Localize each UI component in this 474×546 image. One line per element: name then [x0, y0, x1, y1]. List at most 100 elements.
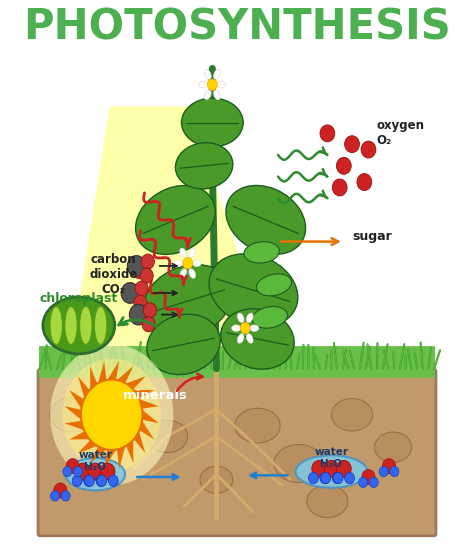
- Polygon shape: [98, 361, 106, 383]
- Circle shape: [88, 463, 103, 480]
- Circle shape: [345, 472, 355, 484]
- Text: sugar: sugar: [352, 230, 392, 242]
- Ellipse shape: [252, 306, 288, 328]
- Polygon shape: [69, 390, 84, 408]
- Circle shape: [383, 459, 396, 474]
- Ellipse shape: [244, 242, 279, 263]
- Polygon shape: [90, 447, 106, 464]
- Ellipse shape: [296, 455, 367, 488]
- Ellipse shape: [175, 143, 233, 189]
- Polygon shape: [126, 440, 133, 464]
- Circle shape: [141, 254, 155, 269]
- Circle shape: [320, 125, 335, 142]
- Circle shape: [208, 79, 217, 90]
- Ellipse shape: [237, 313, 244, 323]
- Text: water
H₂O: water H₂O: [314, 447, 348, 469]
- Circle shape: [321, 472, 331, 484]
- Ellipse shape: [232, 325, 241, 331]
- Ellipse shape: [213, 90, 220, 100]
- Ellipse shape: [65, 306, 77, 345]
- Ellipse shape: [65, 458, 125, 490]
- Circle shape: [63, 358, 161, 471]
- Ellipse shape: [331, 399, 373, 431]
- Circle shape: [357, 174, 372, 191]
- Ellipse shape: [235, 408, 280, 443]
- Circle shape: [73, 466, 82, 477]
- Ellipse shape: [180, 269, 187, 278]
- Ellipse shape: [246, 313, 253, 323]
- Circle shape: [61, 491, 70, 501]
- Circle shape: [121, 283, 139, 304]
- Circle shape: [96, 475, 106, 486]
- Circle shape: [81, 379, 143, 450]
- Ellipse shape: [136, 186, 215, 254]
- Ellipse shape: [256, 274, 292, 296]
- Ellipse shape: [43, 297, 115, 354]
- Circle shape: [140, 268, 153, 283]
- Ellipse shape: [80, 306, 92, 345]
- Circle shape: [240, 323, 250, 334]
- Polygon shape: [108, 361, 119, 380]
- Circle shape: [84, 475, 94, 486]
- Ellipse shape: [146, 420, 188, 453]
- Circle shape: [75, 463, 91, 480]
- Circle shape: [129, 304, 147, 325]
- Circle shape: [134, 295, 147, 310]
- Polygon shape: [104, 449, 116, 468]
- Circle shape: [359, 477, 368, 488]
- Ellipse shape: [204, 69, 211, 79]
- Circle shape: [320, 472, 330, 484]
- Ellipse shape: [199, 81, 208, 88]
- Ellipse shape: [182, 98, 243, 147]
- Ellipse shape: [274, 444, 323, 482]
- FancyArrowPatch shape: [177, 374, 203, 391]
- Ellipse shape: [50, 306, 63, 345]
- Ellipse shape: [221, 308, 294, 369]
- Ellipse shape: [103, 389, 140, 419]
- Polygon shape: [69, 431, 90, 440]
- Polygon shape: [90, 366, 97, 389]
- Ellipse shape: [50, 397, 95, 432]
- Circle shape: [54, 483, 67, 498]
- Circle shape: [51, 491, 60, 501]
- Polygon shape: [126, 376, 146, 389]
- FancyArrowPatch shape: [118, 318, 156, 327]
- Ellipse shape: [213, 69, 220, 79]
- Ellipse shape: [189, 269, 196, 278]
- Polygon shape: [139, 399, 159, 408]
- Text: water
H₂O: water H₂O: [78, 450, 112, 472]
- Circle shape: [312, 460, 327, 477]
- Circle shape: [337, 460, 351, 477]
- Polygon shape: [142, 410, 159, 423]
- Circle shape: [109, 475, 118, 486]
- Ellipse shape: [89, 438, 122, 467]
- Ellipse shape: [217, 81, 226, 88]
- Circle shape: [72, 475, 82, 486]
- Circle shape: [50, 345, 173, 485]
- Circle shape: [332, 472, 342, 484]
- Ellipse shape: [200, 466, 233, 493]
- Ellipse shape: [246, 334, 253, 343]
- Ellipse shape: [192, 260, 201, 266]
- Polygon shape: [78, 376, 90, 398]
- Circle shape: [97, 475, 107, 486]
- Ellipse shape: [226, 186, 306, 254]
- Ellipse shape: [174, 260, 183, 266]
- Text: oxygen
O₂: oxygen O₂: [377, 120, 425, 147]
- Circle shape: [361, 141, 376, 158]
- Ellipse shape: [189, 248, 196, 258]
- Text: chloroplast: chloroplast: [40, 292, 118, 305]
- Circle shape: [128, 256, 146, 276]
- Polygon shape: [64, 406, 81, 420]
- Ellipse shape: [209, 254, 298, 327]
- Circle shape: [183, 258, 192, 269]
- Circle shape: [63, 466, 72, 477]
- Circle shape: [324, 460, 339, 477]
- Circle shape: [379, 466, 388, 477]
- Polygon shape: [117, 447, 125, 468]
- Text: minerals: minerals: [122, 389, 187, 402]
- Ellipse shape: [374, 432, 411, 462]
- FancyArrowPatch shape: [281, 238, 338, 245]
- Circle shape: [100, 463, 115, 480]
- Ellipse shape: [307, 485, 348, 518]
